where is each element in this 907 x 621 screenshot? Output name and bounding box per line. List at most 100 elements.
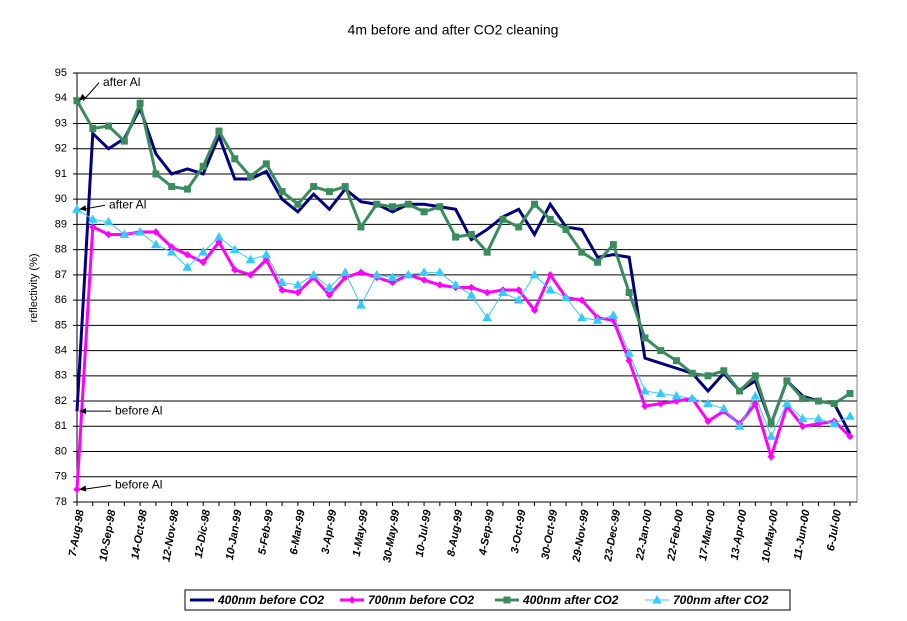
y-tick-label: 87	[55, 269, 67, 281]
y-tick-label: 89	[55, 218, 67, 230]
point	[718, 403, 729, 413]
point	[798, 422, 807, 431]
point	[229, 244, 240, 254]
point	[278, 286, 286, 294]
point	[247, 172, 255, 180]
point	[608, 310, 619, 319]
x-tick-label: 11-Jun-00	[792, 508, 813, 561]
point	[261, 249, 272, 259]
y-tick-label: 81	[55, 420, 67, 432]
legend-label: 700nm after CO2	[673, 593, 769, 607]
point	[688, 369, 696, 377]
point	[720, 367, 728, 375]
point	[641, 402, 649, 410]
point	[152, 228, 160, 236]
point	[419, 267, 429, 276]
legend-label: 700nm before CO2	[368, 593, 474, 607]
annotation: after Al	[109, 197, 146, 211]
point	[672, 397, 681, 405]
point	[466, 290, 477, 299]
point	[672, 357, 680, 365]
point	[482, 312, 493, 322]
point	[546, 271, 554, 279]
point	[215, 238, 223, 246]
point	[89, 125, 97, 133]
y-tick-label: 82	[55, 395, 67, 407]
point	[609, 241, 617, 249]
point	[640, 385, 650, 395]
point	[183, 250, 192, 259]
x-tick-label: 12-Nov-98	[161, 508, 182, 563]
point	[783, 377, 791, 385]
point	[73, 485, 81, 494]
x-tick-label: 22-Feb-00	[665, 508, 686, 563]
x-tick-label: 29-Nov-99	[571, 508, 592, 564]
point	[199, 162, 207, 170]
point	[277, 277, 287, 286]
y-tick-label: 83	[55, 370, 67, 382]
point	[829, 418, 840, 428]
x-tick-label: 7-Aug-98	[67, 508, 87, 557]
point	[404, 200, 412, 208]
point	[214, 232, 224, 241]
point	[498, 287, 508, 297]
point	[89, 223, 97, 231]
point	[576, 312, 587, 322]
point	[766, 431, 776, 440]
point	[704, 372, 712, 380]
x-tick-label: 3-Oct-99	[509, 508, 529, 554]
x-tick-label: 14-Oct-98	[129, 508, 150, 560]
point	[656, 399, 665, 408]
point	[546, 215, 554, 223]
point	[736, 387, 744, 395]
point	[655, 388, 666, 397]
point	[592, 315, 603, 324]
arrow-head	[79, 93, 87, 101]
point	[436, 203, 444, 211]
point	[246, 271, 255, 279]
point	[515, 223, 523, 231]
point	[483, 288, 491, 297]
point	[434, 267, 445, 276]
point	[846, 432, 854, 441]
point	[105, 122, 113, 130]
point	[278, 188, 286, 196]
point	[198, 247, 209, 256]
point	[687, 393, 698, 403]
point	[231, 155, 239, 163]
point	[767, 420, 775, 428]
point	[388, 278, 397, 287]
point	[704, 417, 712, 425]
point	[135, 226, 145, 236]
point	[151, 239, 161, 249]
point	[450, 279, 461, 289]
point	[562, 225, 570, 233]
point	[310, 183, 318, 191]
point	[103, 216, 114, 226]
point	[324, 282, 335, 291]
point	[652, 594, 662, 604]
series-line	[76, 208, 851, 438]
legend-label: 400nm before CO2	[217, 593, 324, 607]
legend-box	[184, 589, 791, 611]
y-axis-label: reflectivity (%)	[28, 253, 40, 322]
point	[530, 200, 538, 208]
point	[436, 281, 444, 289]
point	[578, 296, 586, 304]
point	[499, 215, 507, 223]
point	[467, 231, 475, 239]
point	[119, 229, 130, 239]
point	[73, 97, 81, 105]
annotation-arrow	[82, 484, 112, 490]
point	[625, 356, 633, 365]
point	[356, 300, 366, 309]
point	[845, 411, 855, 420]
y-tick-label: 90	[55, 193, 67, 205]
x-tick-label: 3-Apr-99	[320, 508, 340, 555]
point	[452, 233, 460, 241]
annotation: after Al	[103, 75, 140, 89]
annotation: before Al	[115, 478, 162, 492]
point	[294, 288, 302, 297]
point	[515, 286, 523, 294]
y-tick-label: 84	[55, 344, 67, 356]
